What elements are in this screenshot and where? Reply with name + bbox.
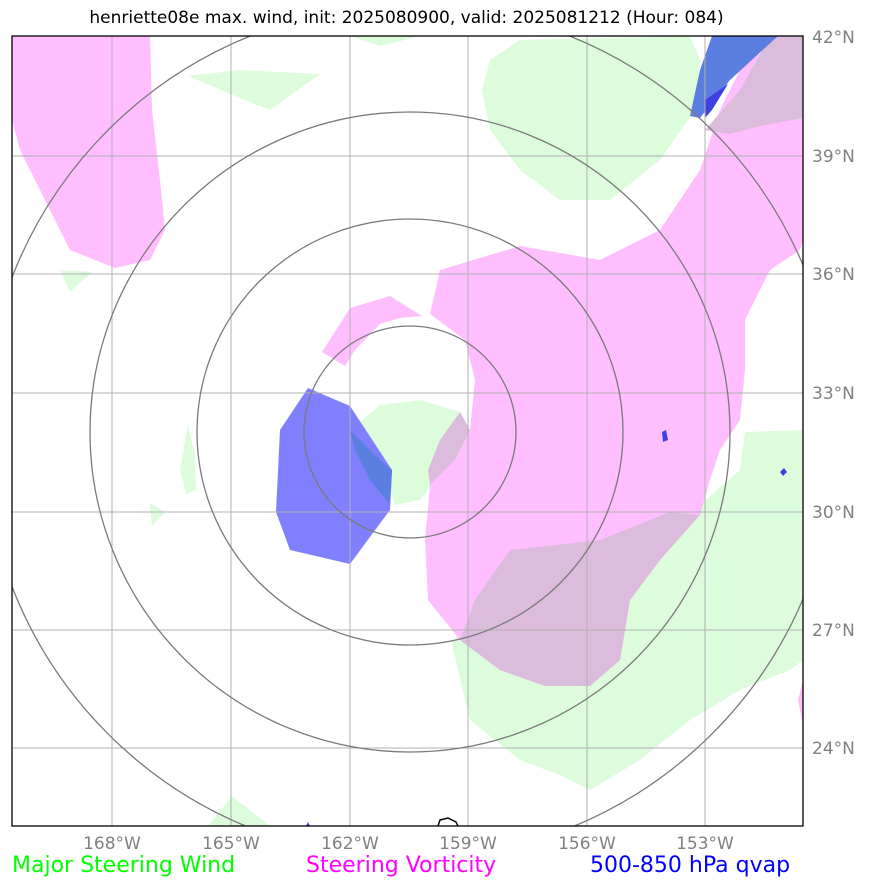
overlap-area-center	[428, 412, 470, 485]
range-ring-2	[196, 218, 624, 646]
lat-tick-label: 36°N	[812, 265, 855, 285]
legend-steering-wind: Major Steering Wind	[12, 853, 236, 878]
wind-area-center	[350, 400, 470, 505]
legend-steering-vorticity: Steering Vorticity	[306, 853, 497, 878]
range-ring-1	[303, 325, 517, 539]
range-rings	[12, 36, 803, 826]
qvap-spot-far-east	[780, 468, 787, 476]
qvap-layer	[276, 36, 787, 826]
lon-tick-label: 168°W	[83, 834, 141, 854]
lon-tick-label: 162°W	[321, 834, 379, 854]
wind-area-west-small	[180, 425, 196, 494]
wind-area-left-sliver	[60, 270, 92, 292]
lat-tick-label: 24°N	[812, 739, 855, 759]
vorticity-area-north-east	[425, 36, 803, 686]
wind-area-north-central	[188, 70, 320, 110]
vorticity-area-east-edge	[798, 680, 803, 725]
vorticity-area-center	[322, 296, 422, 366]
lon-tick-label: 153°W	[676, 834, 734, 854]
qvap-area-west	[276, 388, 392, 564]
coastline-island-icon	[437, 817, 459, 826]
map-layers	[12, 36, 803, 826]
vorticity-area-north-west	[12, 36, 165, 268]
lat-tick-labels: 42°N 39°N 36°N 33°N 30°N 27°N 24°N	[812, 28, 855, 759]
steering-vorticity-layer	[12, 36, 803, 725]
legend-qvap: 500-850 hPa qvap	[590, 853, 791, 878]
wind-area-top	[350, 36, 420, 46]
map-title: henriette08e max. wind, init: 2025080900…	[89, 8, 724, 28]
qvap-area-north-east-dark	[705, 84, 728, 118]
lon-tick-label: 156°W	[558, 834, 616, 854]
wind-area-west-tiny	[150, 503, 165, 526]
overlap-layer	[428, 36, 803, 686]
range-ring-3	[89, 111, 731, 753]
lat-tick-label: 30°N	[812, 503, 855, 523]
qvap-spot-east	[662, 430, 668, 442]
wind-area-north-east	[482, 36, 700, 200]
overlap-area-south	[460, 512, 700, 686]
lat-tick-label: 27°N	[812, 621, 855, 641]
overlap-area-north-east	[705, 36, 803, 134]
lon-tick-label: 165°W	[202, 834, 260, 854]
lon-tick-labels: 168°W 165°W 162°W 159°W 156°W 153°W	[83, 834, 734, 854]
qvap-area-west-dark	[350, 430, 392, 505]
lat-tick-label: 42°N	[812, 28, 855, 48]
graticule	[12, 36, 803, 826]
lat-tick-label: 33°N	[812, 384, 855, 404]
wind-area-south	[208, 796, 270, 826]
qvap-spot-south	[306, 822, 310, 826]
map-frame	[11, 35, 804, 827]
lat-tick-label: 39°N	[812, 147, 855, 167]
lon-tick-label: 159°W	[439, 834, 497, 854]
